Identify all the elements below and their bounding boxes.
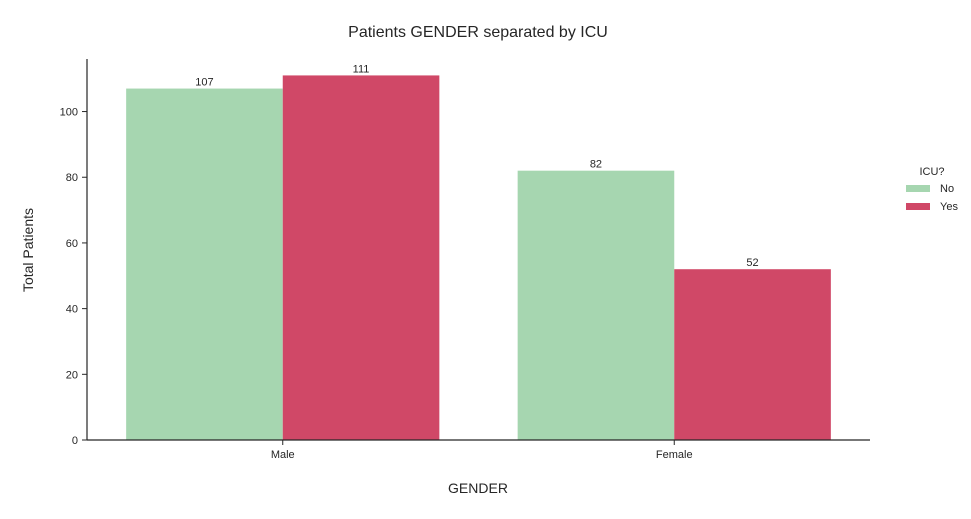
legend-swatch-no (906, 185, 930, 192)
data-label-female-no: 82 (590, 159, 602, 171)
x-tick-label-male: Male (271, 449, 295, 461)
bars-group (126, 75, 831, 440)
bar-male-no (126, 88, 283, 440)
bar-female-yes (674, 269, 831, 440)
x-axis-ticks: Male Female (271, 440, 693, 461)
data-label-female-yes: 52 (746, 257, 758, 269)
y-tick-label-0: 0 (72, 435, 78, 447)
data-labels-group: 107 111 82 52 (195, 63, 758, 269)
y-tick-label-100: 100 (60, 107, 78, 119)
legend: ICU? No Yes (906, 166, 958, 213)
y-tick-label-40: 40 (66, 304, 78, 316)
data-label-male-yes: 111 (353, 63, 370, 75)
legend-swatch-yes (906, 203, 930, 210)
legend-title: ICU? (919, 166, 944, 178)
y-axis-ticks: 0 20 40 60 80 100 (60, 107, 87, 447)
y-tick-label-60: 60 (66, 238, 78, 250)
y-tick-label-20: 20 (66, 369, 78, 381)
chart-title: Patients GENDER separated by ICU (348, 24, 608, 41)
legend-label-yes: Yes (940, 201, 958, 213)
bar-female-no (517, 170, 675, 440)
legend-label-no: No (940, 183, 954, 195)
y-tick-label-80: 80 (66, 172, 78, 184)
data-label-male-no: 107 (195, 77, 213, 89)
bar-male-yes (282, 75, 440, 440)
x-axis-label: GENDER (448, 480, 508, 496)
x-tick-label-female: Female (656, 449, 693, 461)
y-axis-label: Total Patients (20, 208, 36, 292)
